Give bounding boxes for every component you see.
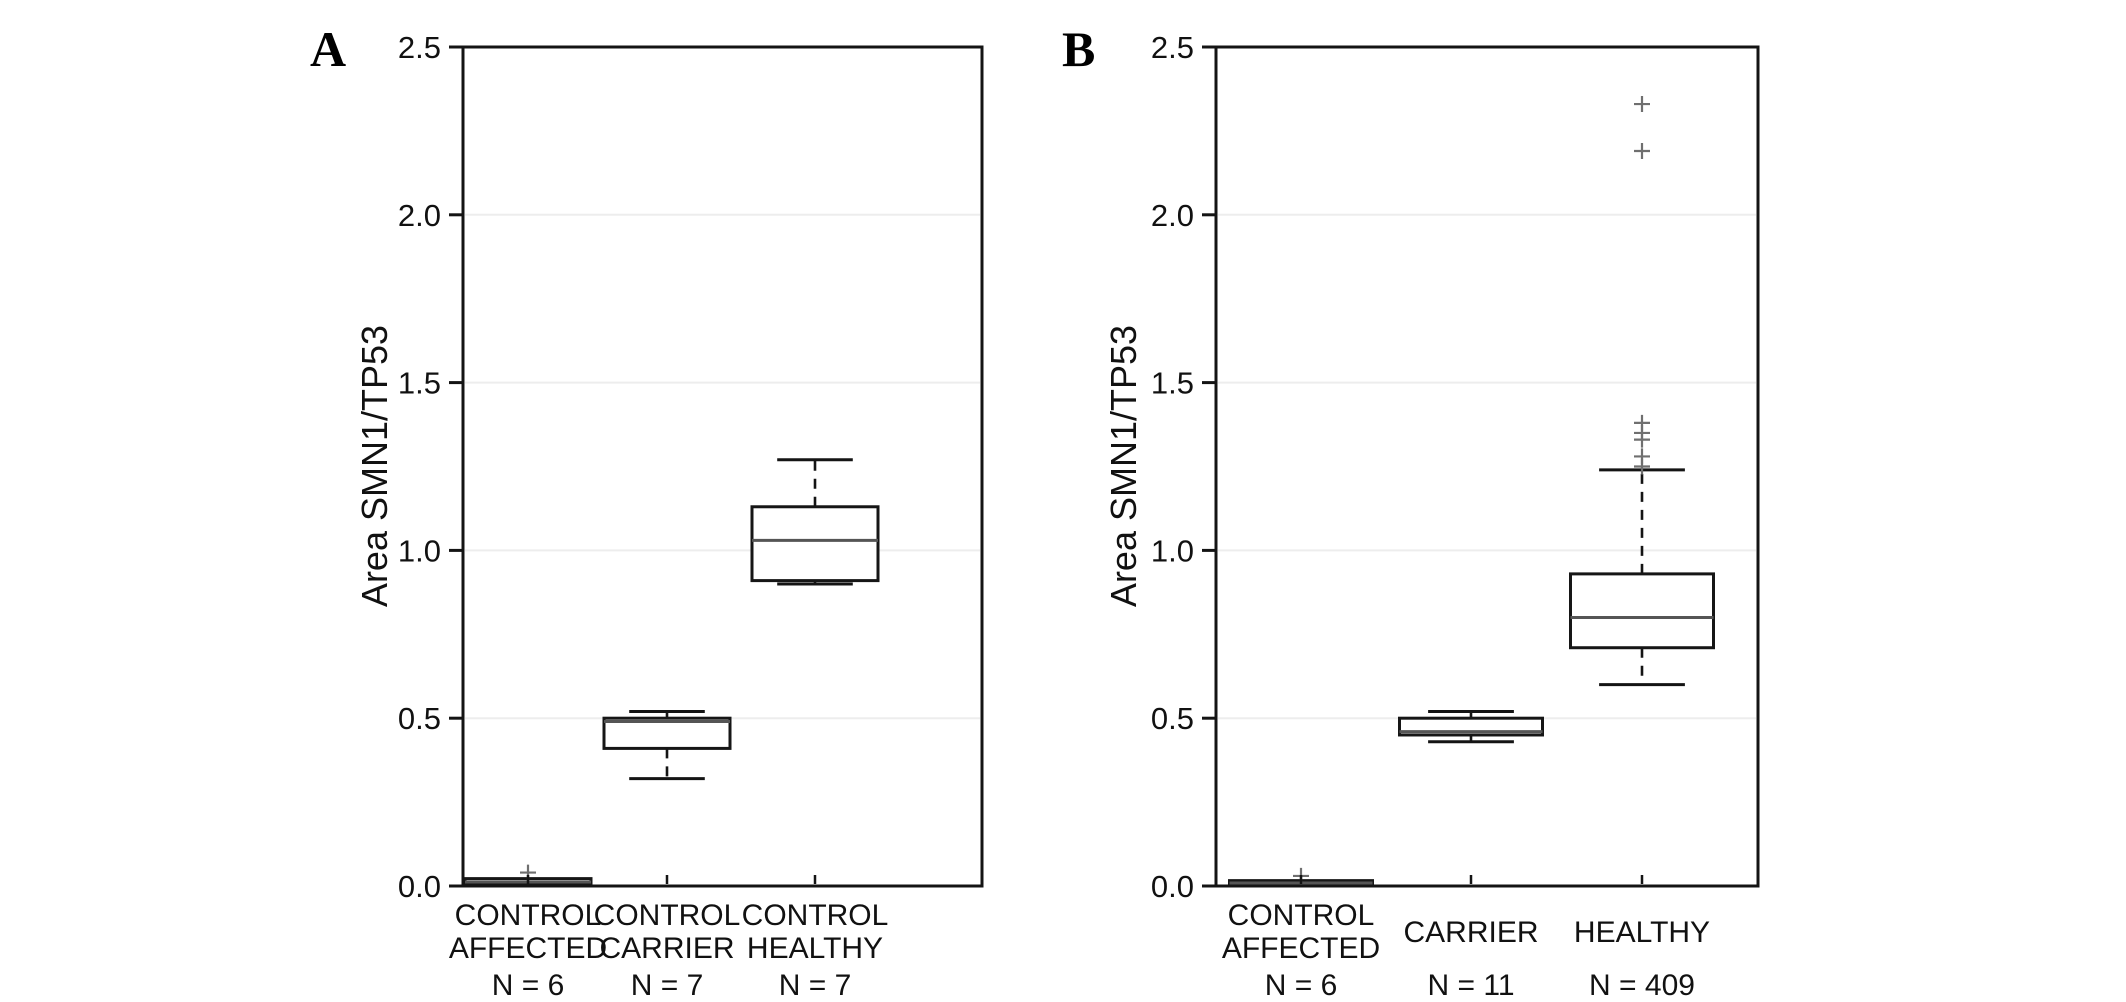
outlier-plus-marker	[1634, 143, 1650, 160]
category-name-line: HEALTHY	[1573, 915, 1711, 949]
y-tick-label: 2.5	[1151, 30, 1194, 65]
category-name-line: CONTROL	[593, 899, 741, 932]
y-tick-label: 0.0	[1151, 869, 1194, 904]
box-group	[1398, 709, 1544, 744]
iqr-box	[750, 505, 880, 583]
category-name: HEALTHY	[1492, 899, 1792, 965]
category-label: CONTROL HEALTHY N = 7	[665, 899, 965, 1002]
outlier-plus-marker	[1634, 414, 1650, 431]
plot-border	[1214, 45, 1760, 888]
category-name: CONTROL CARRIER	[517, 899, 817, 965]
category-n-count: N = 6	[491, 969, 565, 1002]
category-name-line: CARRIER	[1403, 915, 1539, 949]
boxplot-chart-a: 0.0 0.5 1.0 1.5 2.0 2.5	[398, 30, 984, 904]
outlier-plus-marker	[1634, 96, 1650, 113]
category-n-count: N = 409	[1589, 969, 1695, 1002]
y-tick-label: 2.5	[398, 30, 441, 65]
outlier-plus-marker	[1634, 448, 1650, 465]
panel-letter-a: A	[310, 21, 347, 77]
y-tick-label: 1.0	[398, 533, 441, 568]
panel-letter-b: B	[1062, 21, 1096, 77]
category-label: CONTROL AFFECTED N = 6	[378, 899, 678, 1002]
y-tick-label: 0.0	[398, 869, 441, 904]
category-name-line: CONTROL	[741, 899, 889, 932]
category-name-line: AFFECTED	[448, 932, 608, 965]
box-group	[602, 709, 732, 781]
category-name-line: AFFECTED	[1221, 932, 1381, 965]
category-name: CONTROL AFFECTED	[378, 899, 678, 965]
y-tick-label: 0.5	[1151, 701, 1194, 736]
category-label: CONTROL CARRIER N = 7	[517, 899, 817, 1002]
boxplot-chart-b: 0.0 0.5 1.0 1.5 2.0 2.5	[1151, 30, 1760, 904]
y-tick-label: 2.0	[398, 198, 441, 233]
category-name-line: HEALTHY	[746, 932, 884, 965]
box-group	[750, 458, 880, 586]
category-name: CARRIER	[1321, 899, 1621, 965]
iqr-box	[602, 716, 732, 750]
y-tick-label: 1.0	[1151, 533, 1194, 568]
category-name: CONTROL HEALTHY	[665, 899, 965, 965]
category-n-count: N = 6	[1264, 969, 1338, 1002]
category-label: HEALTHY N = 409	[1492, 899, 1792, 1002]
category-n-count: N = 7	[630, 969, 704, 1002]
iqr-box	[1569, 572, 1715, 650]
y-tick-label: 1.5	[1151, 366, 1194, 401]
category-name-line: CARRIER	[599, 932, 735, 965]
category-label: CONTROL AFFECTED N = 6	[1151, 899, 1451, 1002]
category-name-line: CONTROL	[1227, 899, 1375, 932]
box-group	[1569, 96, 1715, 687]
category-n-count: N = 11	[1427, 969, 1515, 1002]
y-tick-label: 1.5	[398, 366, 441, 401]
category-n-count: N = 7	[778, 969, 852, 1002]
y-tick-label: 0.5	[398, 701, 441, 736]
category-name-line: CONTROL	[454, 899, 602, 932]
category-name: CONTROL AFFECTED	[1151, 899, 1451, 965]
category-label: CARRIER N = 11	[1321, 899, 1621, 1002]
y-tick-label: 2.0	[1151, 198, 1194, 233]
plot-border	[461, 45, 984, 888]
